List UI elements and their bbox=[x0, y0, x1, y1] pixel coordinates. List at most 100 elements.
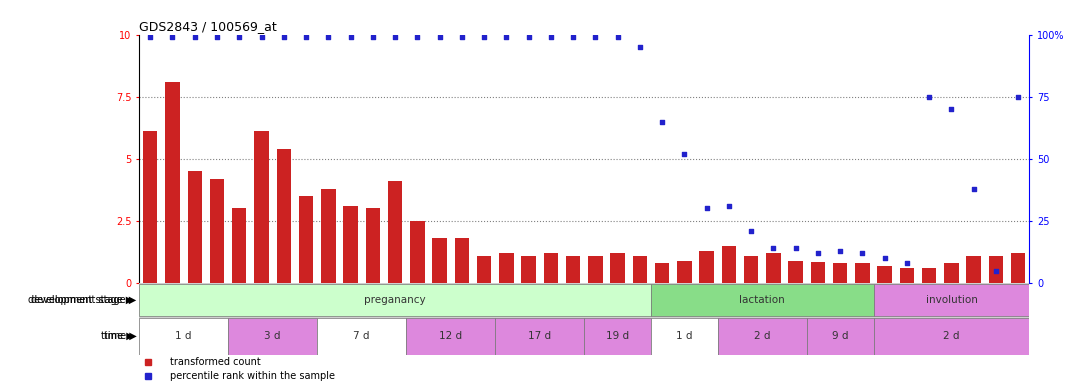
Bar bbox=[255, 131, 269, 283]
Text: development stage ▶: development stage ▶ bbox=[29, 295, 134, 305]
Bar bbox=[165, 82, 180, 283]
Text: 3 d: 3 d bbox=[264, 331, 281, 341]
Point bbox=[899, 260, 916, 266]
Bar bbox=[873, 318, 1029, 354]
Bar bbox=[944, 263, 959, 283]
Point bbox=[743, 228, 760, 234]
Bar bbox=[210, 179, 225, 283]
Point bbox=[520, 34, 537, 40]
Bar bbox=[966, 256, 981, 283]
Point bbox=[920, 94, 937, 100]
Bar bbox=[677, 261, 691, 283]
Point bbox=[586, 34, 603, 40]
Bar bbox=[744, 256, 759, 283]
Point bbox=[475, 34, 492, 40]
Text: 1 d: 1 d bbox=[175, 331, 192, 341]
Bar bbox=[521, 256, 536, 283]
Bar bbox=[832, 263, 847, 283]
Text: transformed count: transformed count bbox=[170, 356, 261, 366]
Text: 2 d: 2 d bbox=[943, 331, 960, 341]
Bar bbox=[495, 318, 584, 354]
Point bbox=[876, 255, 893, 261]
Point bbox=[141, 34, 158, 40]
Point bbox=[209, 34, 226, 40]
Bar bbox=[343, 206, 357, 283]
Point bbox=[253, 34, 270, 40]
Point bbox=[409, 34, 426, 40]
Text: 19 d: 19 d bbox=[606, 331, 629, 341]
Bar bbox=[139, 284, 651, 316]
Point bbox=[965, 185, 982, 192]
Bar bbox=[477, 256, 491, 283]
Point bbox=[609, 34, 626, 40]
Bar bbox=[1011, 253, 1025, 283]
Bar bbox=[588, 256, 602, 283]
Point bbox=[231, 34, 248, 40]
Bar bbox=[789, 261, 802, 283]
Bar bbox=[900, 268, 914, 283]
Text: 12 d: 12 d bbox=[439, 331, 462, 341]
Bar bbox=[232, 209, 246, 283]
Bar bbox=[407, 318, 495, 354]
Text: 2 d: 2 d bbox=[754, 331, 770, 341]
Point bbox=[275, 34, 292, 40]
Bar bbox=[499, 253, 514, 283]
Text: development stage ▶: development stage ▶ bbox=[31, 295, 136, 305]
Point bbox=[809, 250, 826, 256]
Bar bbox=[143, 131, 157, 283]
Bar bbox=[651, 284, 873, 316]
Bar bbox=[877, 266, 892, 283]
Bar bbox=[922, 268, 936, 283]
Text: 9 d: 9 d bbox=[831, 331, 849, 341]
Point bbox=[720, 203, 737, 209]
Text: time ▶: time ▶ bbox=[101, 331, 134, 341]
Point bbox=[943, 106, 960, 112]
Point bbox=[342, 34, 360, 40]
Bar bbox=[700, 251, 714, 283]
Bar bbox=[873, 284, 1029, 316]
Bar bbox=[276, 149, 291, 283]
Bar bbox=[610, 253, 625, 283]
Point bbox=[431, 34, 448, 40]
Bar bbox=[455, 238, 469, 283]
Text: 17 d: 17 d bbox=[529, 331, 551, 341]
Bar bbox=[766, 253, 781, 283]
Point bbox=[831, 248, 849, 254]
Point bbox=[186, 34, 203, 40]
Point bbox=[698, 205, 715, 212]
Text: percentile rank within the sample: percentile rank within the sample bbox=[170, 371, 335, 381]
Bar bbox=[855, 263, 870, 283]
Bar bbox=[299, 196, 314, 283]
Bar bbox=[544, 253, 559, 283]
Bar bbox=[317, 318, 407, 354]
Bar bbox=[811, 262, 825, 283]
Bar bbox=[721, 246, 736, 283]
Text: preganancy: preganancy bbox=[364, 295, 426, 305]
Point bbox=[364, 34, 381, 40]
Bar bbox=[139, 318, 228, 354]
Text: GDS2843 / 100569_at: GDS2843 / 100569_at bbox=[139, 20, 277, 33]
Point bbox=[454, 34, 471, 40]
Point bbox=[164, 34, 181, 40]
Bar bbox=[321, 189, 336, 283]
Point bbox=[854, 250, 871, 256]
Point bbox=[542, 34, 560, 40]
Bar bbox=[989, 256, 1004, 283]
Point bbox=[1010, 94, 1027, 100]
Point bbox=[654, 118, 671, 124]
Point bbox=[320, 34, 337, 40]
Text: involution: involution bbox=[926, 295, 977, 305]
Point bbox=[565, 34, 582, 40]
Bar bbox=[718, 318, 807, 354]
Text: 7 d: 7 d bbox=[353, 331, 370, 341]
Bar bbox=[655, 263, 670, 283]
Text: 1 d: 1 d bbox=[676, 331, 692, 341]
Point bbox=[676, 151, 693, 157]
Point bbox=[988, 268, 1005, 274]
Bar bbox=[432, 238, 447, 283]
Bar bbox=[632, 256, 647, 283]
Bar bbox=[807, 318, 873, 354]
Text: time ▶: time ▶ bbox=[104, 331, 136, 341]
Bar bbox=[187, 171, 202, 283]
Bar bbox=[366, 209, 380, 283]
